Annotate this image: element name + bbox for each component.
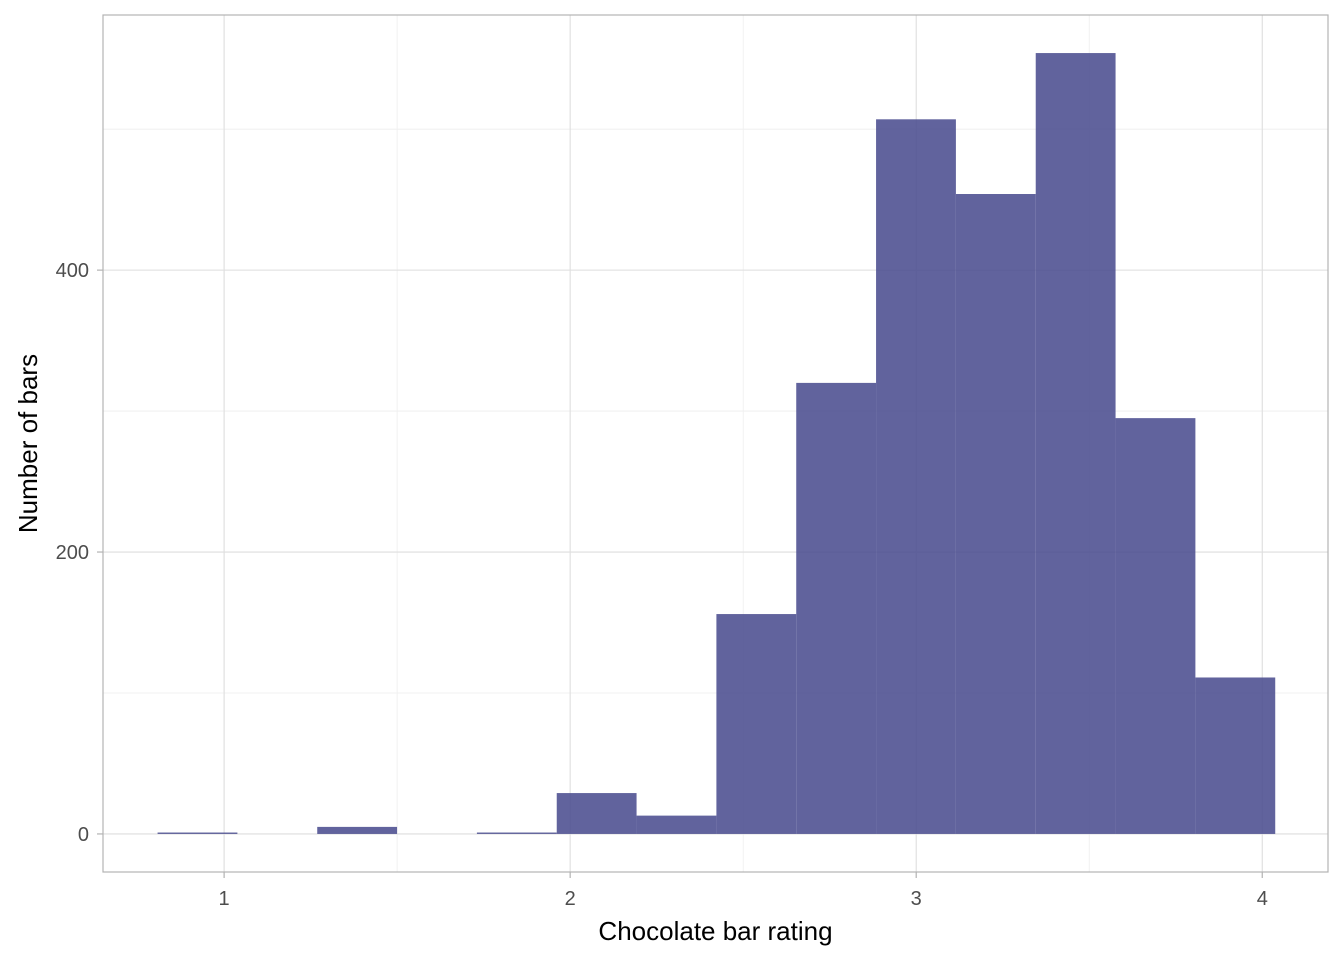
y-tick-label: 0 xyxy=(78,824,89,846)
histogram-bar xyxy=(1195,677,1276,834)
histogram-bar xyxy=(636,815,717,834)
histogram-bar xyxy=(317,826,398,834)
x-axis-title: Chocolate bar rating xyxy=(598,916,832,946)
x-tick-label: 3 xyxy=(911,888,922,910)
x-tick-label: 1 xyxy=(219,888,230,910)
histogram-bar xyxy=(716,614,797,834)
histogram-bar xyxy=(556,793,637,834)
y-tick-label: 400 xyxy=(56,260,89,282)
histogram-bars xyxy=(157,53,1276,834)
y-tick-label: 200 xyxy=(56,542,89,564)
x-tick-label: 4 xyxy=(1257,888,1268,910)
histogram-bar xyxy=(476,832,557,834)
plot-panel-border xyxy=(102,14,1329,873)
histogram-bar xyxy=(876,119,956,834)
histogram-bar xyxy=(157,832,238,834)
histogram-bar xyxy=(955,194,1036,834)
histogram-bar xyxy=(796,382,877,834)
y-axis-title: Number of bars xyxy=(13,354,43,533)
histogram-bar xyxy=(1115,418,1196,834)
histogram-bar xyxy=(1035,53,1116,834)
axis-ticks: 1 2 3 4 0 200 400 xyxy=(56,260,1268,910)
x-tick-label: 2 xyxy=(565,888,576,910)
